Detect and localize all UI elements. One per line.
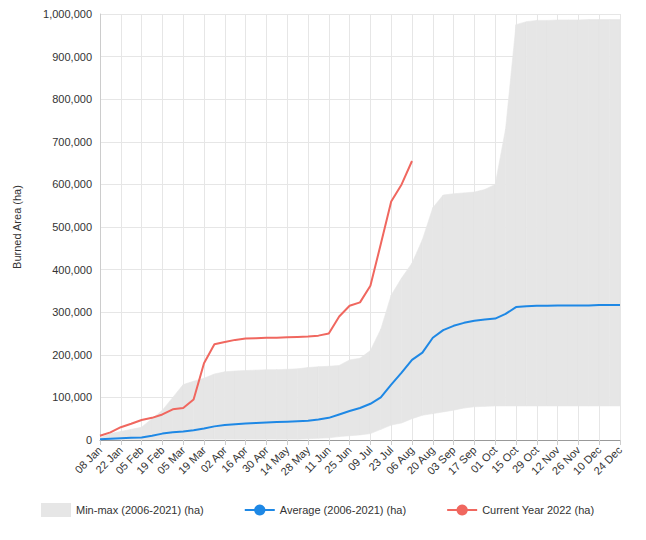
- svg-text:26 Nov: 26 Nov: [549, 443, 583, 477]
- svg-text:23 Jul: 23 Jul: [366, 443, 396, 473]
- svg-text:Average (2006-2021) (ha): Average (2006-2021) (ha): [280, 504, 406, 516]
- svg-text:300,000: 300,000: [52, 306, 92, 318]
- svg-text:0: 0: [86, 434, 92, 446]
- svg-text:30 Apr: 30 Apr: [239, 443, 271, 475]
- svg-text:500,000: 500,000: [52, 221, 92, 233]
- svg-text:05 Feb: 05 Feb: [113, 443, 146, 477]
- svg-text:Burned Area (ha): Burned Area (ha): [11, 185, 23, 269]
- svg-text:08 Jan: 08 Jan: [72, 443, 105, 476]
- svg-text:14 May: 14 May: [257, 443, 292, 478]
- svg-text:100,000: 100,000: [52, 391, 92, 403]
- svg-text:20 Aug: 20 Aug: [404, 443, 437, 477]
- svg-text:28 May: 28 May: [278, 443, 313, 478]
- svg-text:29 Oct: 29 Oct: [509, 443, 541, 476]
- svg-text:900,000: 900,000: [52, 51, 92, 63]
- svg-text:06 Aug: 06 Aug: [383, 443, 417, 477]
- svg-text:03 Sep: 03 Sep: [424, 443, 458, 477]
- svg-text:17 Sep: 17 Sep: [445, 443, 479, 477]
- svg-text:05 Mar: 05 Mar: [154, 443, 188, 477]
- svg-text:700,000: 700,000: [52, 136, 92, 148]
- svg-text:12 Nov: 12 Nov: [528, 443, 562, 477]
- svg-text:19 Mar: 19 Mar: [175, 443, 209, 477]
- svg-text:1,000,000: 1,000,000: [43, 8, 92, 20]
- svg-text:400,000: 400,000: [52, 264, 92, 276]
- svg-text:11 Jun: 11 Jun: [301, 443, 333, 475]
- svg-text:Current Year 2022 (ha): Current Year 2022 (ha): [482, 504, 594, 516]
- svg-text:Min-max (2006-2021) (ha): Min-max (2006-2021) (ha): [76, 504, 204, 516]
- svg-text:01 Oct: 01 Oct: [468, 443, 500, 476]
- svg-text:22 Jan: 22 Jan: [93, 443, 125, 476]
- svg-text:25 Jun: 25 Jun: [322, 443, 354, 476]
- svg-text:02 Apr: 02 Apr: [198, 443, 229, 475]
- svg-text:600,000: 600,000: [52, 178, 92, 190]
- svg-text:800,000: 800,000: [52, 93, 92, 105]
- svg-text:19 Feb: 19 Feb: [134, 443, 167, 477]
- svg-text:10 Dec: 10 Dec: [570, 443, 604, 477]
- svg-text:24 Dec: 24 Dec: [591, 443, 624, 476]
- svg-text:16 Apr: 16 Apr: [218, 443, 250, 475]
- svg-text:200,000: 200,000: [52, 349, 92, 361]
- svg-text:15 Oct: 15 Oct: [488, 443, 521, 476]
- svg-text:09 Jul: 09 Jul: [345, 443, 375, 473]
